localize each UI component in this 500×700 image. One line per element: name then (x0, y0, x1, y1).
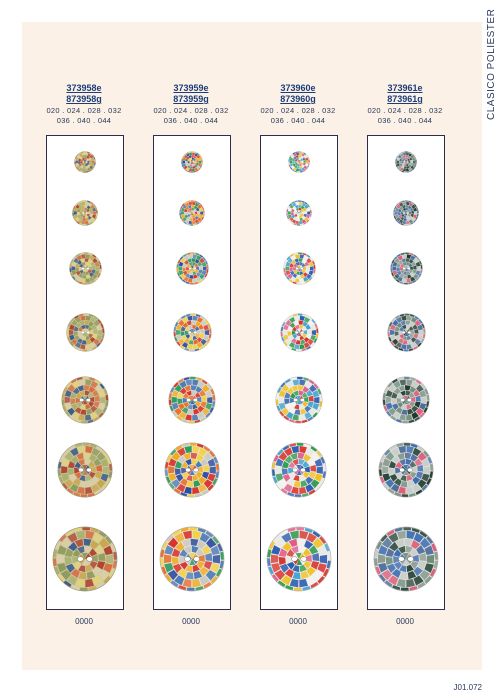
button-sample (72, 200, 98, 226)
size-list-line: 020 . 024 . 028 . 032 (153, 106, 229, 115)
button-sample (61, 376, 109, 424)
button-sample (271, 442, 327, 498)
button-sample (65, 312, 105, 352)
product-codes: 373959e 873959g (143, 83, 239, 105)
size-list: 020 . 024 . 028 . 032 036 . 040 . 044 (250, 106, 346, 125)
size-list: 020 . 024 . 028 . 032 036 . 040 . 044 (143, 106, 239, 125)
button-sample (393, 200, 419, 226)
color-reference: 0000 (289, 617, 307, 626)
button-sample (275, 376, 323, 424)
button-sample (179, 200, 205, 226)
size-list-line: 020 . 024 . 028 . 032 (46, 106, 122, 115)
button-sample (57, 442, 113, 498)
color-reference: 0000 (75, 617, 93, 626)
button-sample (172, 312, 212, 352)
button-sample (159, 526, 225, 592)
button-sample (68, 251, 102, 285)
product-code-g: 873961g (387, 94, 423, 104)
product-code-e: 373961e (387, 83, 423, 93)
button-sample (279, 312, 319, 352)
button-sample (175, 251, 209, 285)
product-codes: 373958e 873958g (36, 83, 132, 105)
size-list-line: 036 . 040 . 044 (56, 115, 112, 125)
collection-label-text: CLASICO POLIESTER (486, 8, 497, 120)
product-code-e: 373959e (173, 83, 209, 93)
size-list: 020 . 024 . 028 . 032 036 . 040 . 044 (36, 106, 132, 125)
button-sample (52, 526, 118, 592)
button-sample (266, 526, 332, 592)
button-sample (386, 312, 426, 352)
button-sample (382, 376, 430, 424)
size-list-line: 036 . 040 . 044 (377, 115, 433, 125)
size-list-line: 036 . 040 . 044 (270, 115, 326, 125)
button-sample (378, 442, 434, 498)
collection-label: CLASICO POLIESTER (472, 9, 497, 120)
color-reference: 0000 (182, 617, 200, 626)
color-reference: 0000 (396, 617, 414, 626)
page-reference: J01.072 (453, 683, 482, 692)
button-sample (74, 151, 96, 173)
button-sample (282, 251, 316, 285)
button-sample (181, 151, 203, 173)
product-code-g: 873958g (66, 94, 102, 104)
product-code-g: 873960g (280, 94, 316, 104)
button-sample (395, 151, 417, 173)
button-sample (389, 251, 423, 285)
button-sample (288, 151, 310, 173)
button-sample (164, 442, 220, 498)
product-code-e: 373958e (66, 83, 102, 93)
size-list: 020 . 024 . 028 . 032 036 . 040 . 044 (357, 106, 453, 125)
button-sample (286, 200, 312, 226)
product-codes: 373961e 873961g (357, 83, 453, 105)
button-sample (168, 376, 216, 424)
product-code-g: 873959g (173, 94, 209, 104)
size-list-line: 020 . 024 . 028 . 032 (260, 106, 336, 115)
button-sample (373, 526, 439, 592)
size-list-line: 036 . 040 . 044 (163, 115, 219, 125)
product-codes: 373960e 873960g (250, 83, 346, 105)
product-code-e: 373960e (280, 83, 316, 93)
size-list-line: 020 . 024 . 028 . 032 (367, 106, 443, 115)
